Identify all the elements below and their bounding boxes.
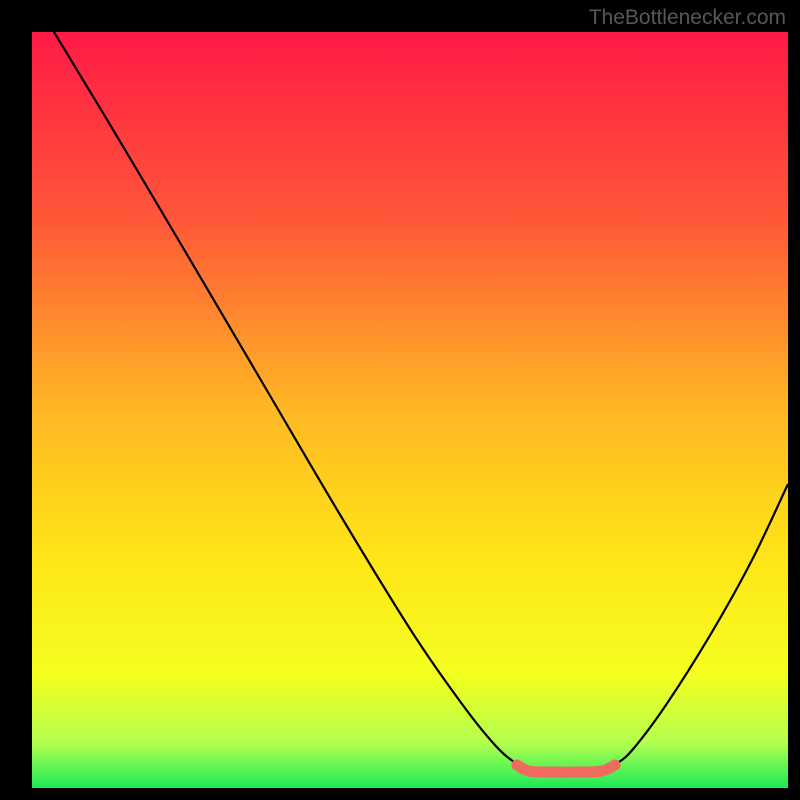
bottleneck-curve [54, 32, 788, 771]
watermark-text: TheBottlenecker.com [589, 6, 786, 30]
optimal-range-highlight [517, 765, 615, 772]
chart-curve-svg [32, 32, 788, 788]
plot-gradient-area [32, 32, 788, 788]
